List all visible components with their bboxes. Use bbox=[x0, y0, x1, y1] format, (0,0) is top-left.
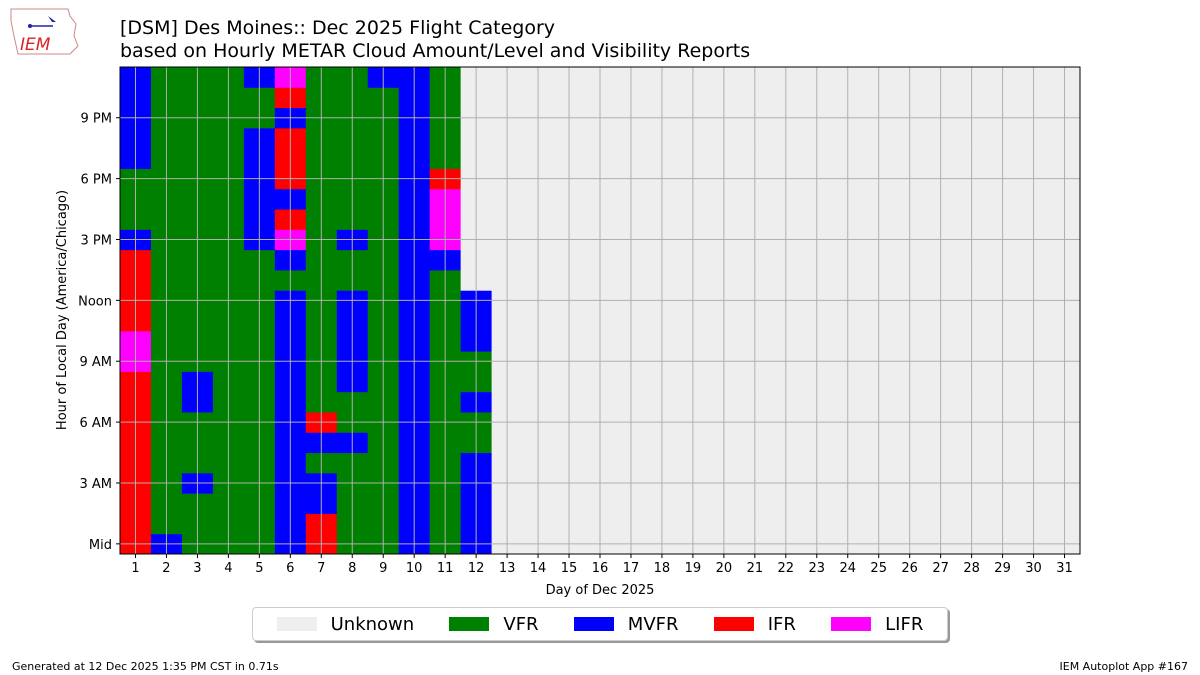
x-tick-label: 9 bbox=[379, 561, 387, 576]
x-tick-label: 24 bbox=[839, 561, 856, 576]
legend-label: IFR bbox=[767, 613, 796, 635]
legend-label: Unknown bbox=[330, 613, 415, 635]
legend-swatch bbox=[449, 617, 490, 631]
y-tick-label: 3 PM bbox=[81, 233, 112, 248]
x-tick-label: 19 bbox=[685, 561, 702, 576]
x-tick-label: 17 bbox=[623, 561, 640, 576]
y-tick-label: 6 PM bbox=[81, 173, 112, 188]
x-tick-label: 16 bbox=[592, 561, 609, 576]
x-tick-label: 29 bbox=[994, 561, 1011, 576]
footer-generated: Generated at 12 Dec 2025 1:35 PM CST in … bbox=[12, 660, 279, 673]
y-tick-label: 3 AM bbox=[79, 477, 112, 492]
y-tick-label: 9 AM bbox=[79, 355, 112, 370]
x-tick-label: 8 bbox=[348, 561, 356, 576]
legend-label: VFR bbox=[503, 613, 539, 635]
legend-swatch bbox=[276, 617, 317, 631]
x-tick-label: 4 bbox=[224, 561, 232, 576]
x-tick-label: 27 bbox=[932, 561, 949, 576]
x-tick-label: 11 bbox=[437, 561, 454, 576]
chart-subtitle: based on Hourly METAR Cloud Amount/Level… bbox=[120, 40, 751, 62]
y-axis-label: Hour of Local Day (America/Chicago) bbox=[55, 190, 70, 430]
chart-title: [DSM] Des Moines:: Dec 2025 Flight Categ… bbox=[120, 17, 556, 39]
x-tick-label: 14 bbox=[530, 561, 547, 576]
x-tick-label: 25 bbox=[870, 561, 887, 576]
heatmap-plot: 1 2 3 4 5 6 7 8 9 10 11 12 13 14 15 16 17 18 19 20 21 22 23 24 2… bbox=[55, 66, 1081, 598]
footer-app: IEM Autoplot App #167 bbox=[1059, 660, 1189, 673]
y-tick-label: Noon bbox=[78, 294, 112, 309]
x-tick-label: 5 bbox=[255, 561, 263, 576]
x-tick-label: 18 bbox=[654, 561, 671, 576]
legend-swatch bbox=[713, 617, 754, 631]
legend-label: MVFR bbox=[627, 613, 679, 635]
x-tick-label: 2 bbox=[162, 561, 170, 576]
x-tick-label: 20 bbox=[716, 561, 733, 576]
legend-item-ifr: IFR bbox=[713, 613, 796, 635]
x-tick-label: 26 bbox=[901, 561, 918, 576]
x-axis-label: Day of Dec 2025 bbox=[546, 583, 655, 598]
x-tick-label: 12 bbox=[468, 561, 485, 576]
iem-logo: IEM bbox=[8, 6, 80, 62]
legend-swatch bbox=[573, 617, 614, 631]
x-tick-label: 31 bbox=[1056, 561, 1073, 576]
legend-item-lifr: LIFR bbox=[831, 614, 923, 635]
legend-item-mvfr: MVFR bbox=[573, 613, 679, 635]
x-tick-label: 22 bbox=[778, 561, 795, 576]
y-tick-label: 9 PM bbox=[81, 112, 112, 127]
legend-label: LIFR bbox=[885, 613, 924, 635]
x-tick-label: 15 bbox=[561, 561, 578, 576]
x-tick-label: 21 bbox=[747, 561, 764, 576]
x-tick-label: 1 bbox=[131, 561, 139, 576]
legend-item-unknown: Unknown bbox=[276, 613, 415, 635]
svg-text:IEM: IEM bbox=[20, 35, 51, 55]
x-tick-label: 28 bbox=[963, 561, 980, 576]
y-tick-label: Mid bbox=[89, 538, 112, 553]
x-tick-label: 7 bbox=[317, 561, 325, 576]
x-tick-label: 6 bbox=[286, 561, 294, 576]
legend: Unknown VFR MVFR IFR LIFR bbox=[252, 607, 948, 641]
x-tick-label: 10 bbox=[406, 561, 423, 576]
x-tick-label: 30 bbox=[1025, 561, 1042, 576]
x-tick-label: 3 bbox=[193, 561, 201, 576]
legend-swatch bbox=[831, 617, 872, 631]
x-tick-label: 23 bbox=[809, 561, 826, 576]
legend-item-vfr: VFR bbox=[449, 613, 539, 635]
y-tick-label: 6 AM bbox=[79, 416, 112, 431]
x-tick-label: 13 bbox=[499, 561, 516, 576]
